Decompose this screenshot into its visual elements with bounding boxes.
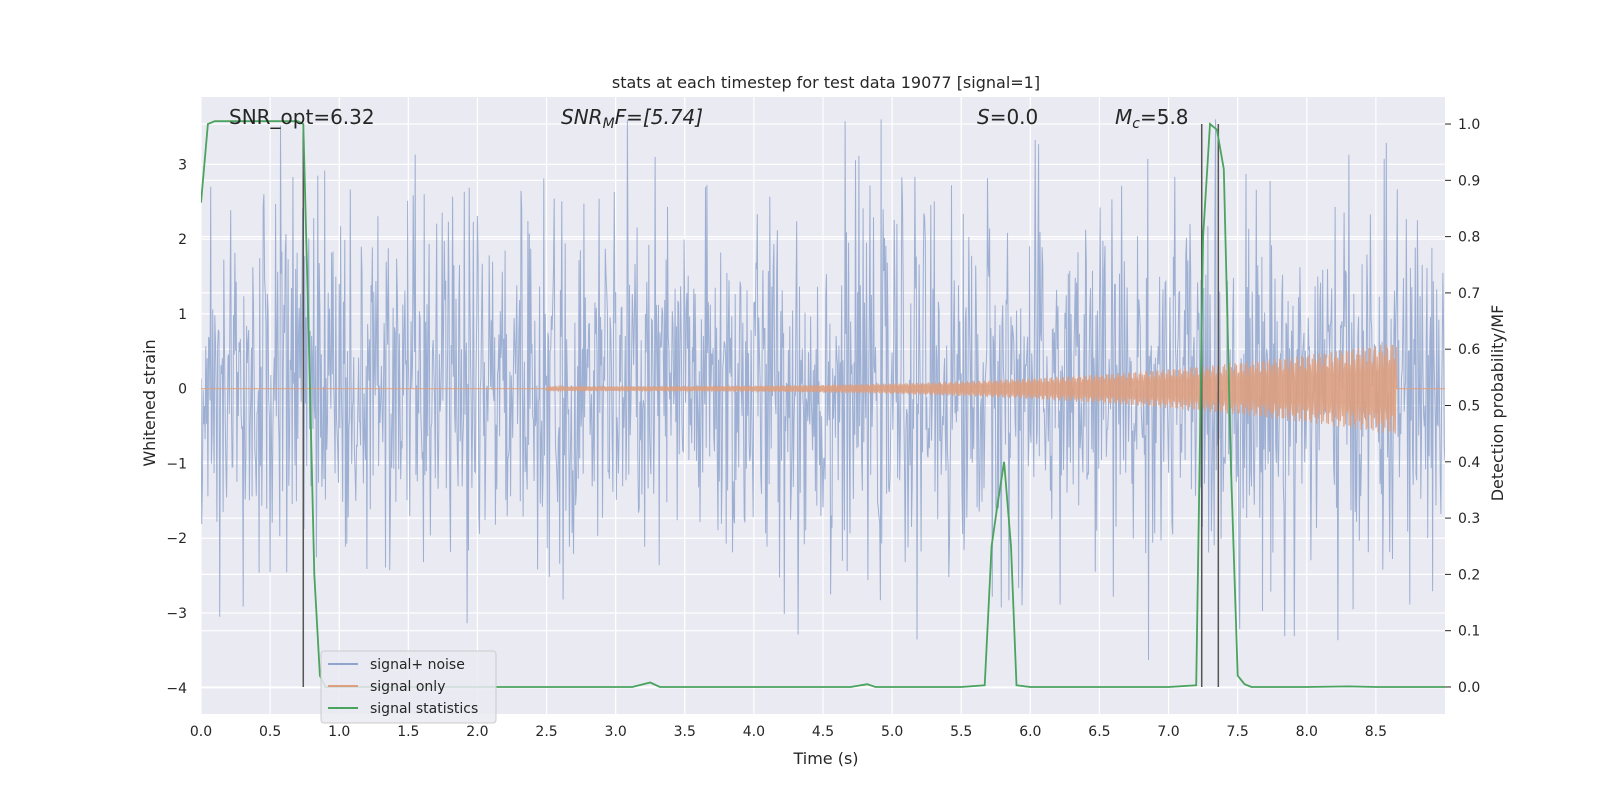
y-right-tick-label: 0.3 — [1458, 511, 1480, 527]
y-right-tick-label: 0.9 — [1458, 173, 1480, 189]
series-signal-noise — [201, 119, 1445, 661]
x-axis-label: Time (s) — [792, 749, 858, 768]
annotation-snr-mf-rest: F=[5.74] — [615, 105, 703, 129]
annotation-s: S=0.0 — [977, 105, 1038, 129]
annotation-mc: Mc=5.8 — [1115, 105, 1189, 132]
y-right-tick-label: 0.5 — [1458, 399, 1480, 415]
annotation-snr-opt: SNR_opt=6.32 — [229, 105, 375, 129]
x-tick-label: 0.0 — [190, 724, 212, 740]
y-right-tick-label: 0.6 — [1458, 342, 1480, 358]
legend-label-signal-noise: signal+ noise — [370, 657, 465, 673]
y-left-tick-label: −2 — [166, 531, 187, 547]
x-tick-label: 3.5 — [674, 724, 696, 740]
y-right-tick-label: 0.2 — [1458, 567, 1480, 583]
y-left-tick-label: 2 — [178, 232, 187, 248]
annotation-snr-mf: SNRMF=[5.74] — [561, 105, 703, 132]
y-left-tick-label: 3 — [178, 157, 187, 173]
x-tick-label: 4.5 — [812, 724, 834, 740]
x-tick-label: 5.5 — [950, 724, 972, 740]
x-tick-label: 4.0 — [743, 724, 765, 740]
x-tick-label: 3.0 — [605, 724, 627, 740]
y-right-tick-label: 0.0 — [1458, 680, 1480, 696]
y-left-tick-label: 1 — [178, 307, 187, 323]
x-tick-label: 6.0 — [1019, 724, 1041, 740]
y-ticks-right: 1.0 0.9 0.8 0.7 0.6 0.5 0.4 0.3 0.2 0.1 0.0 — [1445, 117, 1480, 696]
legend-label-signal-statistics: signal statistics — [370, 701, 478, 717]
annotation-mc-rest: =5.8 — [1140, 105, 1189, 129]
x-tick-label: 2.5 — [535, 724, 557, 740]
y-ticks-left: 3 2 1 0 −1 −2 −3 −4 — [166, 157, 187, 697]
x-tick-label: 1.5 — [397, 724, 419, 740]
annotation-mc-main: M — [1115, 105, 1132, 129]
y-right-tick-label: 0.7 — [1458, 286, 1480, 302]
y-right-tick-label: 0.4 — [1458, 455, 1480, 471]
y-axis-label-left: Whitened strain — [140, 339, 159, 466]
x-tick-label: 8.0 — [1296, 724, 1318, 740]
series-signal-only — [201, 344, 1445, 434]
x-ticks: 0.0 0.5 1.0 1.5 2.0 2.5 3.0 3.5 4.0 4.5 5.0 5.5 6.0 6… — [190, 724, 1387, 740]
y-right-tick-label: 0.8 — [1458, 230, 1480, 246]
x-tick-label: 6.5 — [1088, 724, 1110, 740]
x-tick-label: 8.5 — [1365, 724, 1387, 740]
x-tick-label: 2.0 — [466, 724, 488, 740]
x-tick-label: 5.0 — [881, 724, 903, 740]
annotation-snr-mf-main: SNR — [561, 105, 603, 129]
y-right-tick-label: 0.1 — [1458, 624, 1480, 640]
y-left-tick-label: −4 — [166, 681, 187, 697]
y-left-tick-label: −3 — [166, 606, 187, 622]
y-left-tick-label: 0 — [178, 382, 187, 398]
x-tick-label: 7.5 — [1227, 724, 1249, 740]
legend: signal+ noise signal only signal statist… — [320, 650, 497, 724]
x-tick-label: 7.0 — [1157, 724, 1179, 740]
annotation-s-main: S — [977, 105, 990, 129]
annotation-s-rest: =0.0 — [990, 105, 1039, 129]
y-right-tick-label: 1.0 — [1458, 117, 1480, 133]
legend-box — [320, 650, 497, 724]
y-left-tick-label: −1 — [166, 456, 187, 472]
series-signal-noise-path — [201, 119, 1445, 661]
annotation-mc-sub: c — [1132, 116, 1140, 132]
x-tick-label: 0.5 — [259, 724, 281, 740]
annotation-snr-mf-sub: M — [603, 116, 615, 132]
x-tick-label: 1.0 — [328, 724, 350, 740]
series-signal-only-path — [201, 344, 1445, 434]
legend-label-signal-only: signal only — [370, 679, 445, 695]
series-signal-statistics — [201, 120, 1445, 688]
chart-title: stats at each timestep for test data 190… — [612, 73, 1040, 92]
vertical-markers — [302, 124, 1220, 687]
y-axis-label-right: Detection probability/MF — [1488, 305, 1507, 502]
